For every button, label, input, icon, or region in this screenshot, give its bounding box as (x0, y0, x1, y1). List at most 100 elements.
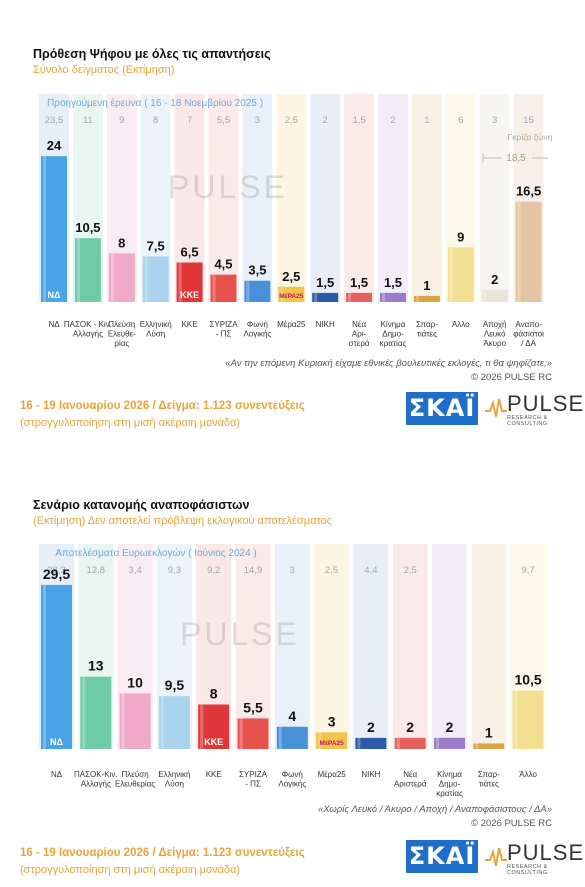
column-background (411, 94, 442, 302)
category-label: Ελευθερίας (115, 780, 155, 789)
category-label: Πλεύση (108, 320, 135, 329)
category-label: ΠΑΣΟΚ-Κιν. (74, 770, 118, 779)
bar-highlight (514, 690, 518, 749)
previous-value-label: 6 (458, 115, 463, 126)
category-label: Δημο- (439, 780, 461, 789)
category-label: Αρι- (352, 330, 367, 339)
category-label: / ΔΑ (521, 339, 536, 348)
chart-title: Σενάριο κατανομής αναποφάσιστων (33, 498, 250, 512)
column-background (276, 94, 307, 302)
bar-value-label: 13 (88, 658, 104, 674)
bar-6 (237, 718, 269, 749)
skai-logo: ΣΚΑΪ (406, 840, 478, 873)
previous-value-label: 4,4 (364, 565, 377, 576)
bar-value-label: 2 (406, 719, 414, 735)
pulse-watermark: PULSE (180, 616, 297, 652)
bar-14 (481, 289, 508, 302)
bar-13 (512, 690, 544, 749)
bar-highlight (449, 247, 453, 302)
bar-value-label: 3,5 (248, 263, 266, 278)
previous-value-label: 9 (119, 115, 124, 126)
previous-value-label: 2,5 (325, 565, 338, 576)
category-label: ΣΥΡΙΖΑ (209, 320, 238, 329)
bar-value-label: 6,5 (181, 245, 199, 260)
previous-value-label: 15 (523, 115, 534, 126)
bar-highlight (517, 201, 521, 302)
category-label: - ΠΣ (245, 780, 261, 789)
bar-value-label: 10,5 (75, 220, 100, 235)
pulse-logo-text: PULSE (507, 840, 585, 865)
bar-value-label: 4 (288, 708, 296, 724)
bar-value-label: 29,5 (43, 566, 70, 582)
category-label: φάσιστοι (513, 330, 544, 339)
category-label: Δημο- (382, 330, 404, 339)
footer-rounding-note: (στρογγυλοποίηση στη μισή ακέραιη μονάδα… (20, 864, 241, 876)
party-logo-text: ΝΔ (50, 737, 63, 747)
bar-highlight (160, 696, 164, 749)
bar-highlight (280, 286, 284, 302)
category-label: ΝΙΚΗ (316, 320, 335, 329)
category-label: ΠΑΣΟΚ - Κιν. (64, 320, 112, 329)
column-background (314, 544, 350, 749)
bar-value-label: 10,5 (514, 672, 541, 688)
bar-value-label: 4,5 (214, 257, 232, 272)
party-logo-text: ΜέΡΑ25 (279, 293, 304, 300)
bar-value-label: 2 (367, 719, 375, 735)
bar-highlight (212, 274, 216, 302)
skai-logo: ΣΚΑΪ (406, 392, 478, 425)
bar-highlight (239, 718, 243, 749)
category-label: Νέα (352, 320, 366, 329)
bar-value-label: 9 (457, 229, 464, 244)
grey-zone-value: 18,5 (506, 153, 526, 164)
bar-1 (41, 584, 72, 749)
bar-value-label: 1,5 (350, 275, 368, 290)
bar-highlight (357, 737, 361, 749)
bar-highlight (396, 737, 400, 749)
previous-value-label: 3,4 (128, 565, 141, 576)
bar-9 (355, 737, 387, 749)
bar-value-label: 24 (47, 138, 62, 153)
category-label: Άλλο (452, 320, 470, 329)
previous-value-label: 23,5 (45, 115, 64, 126)
bar-highlight (314, 292, 318, 302)
category-label: ΚΚΕ (182, 320, 198, 329)
bar-chart-undecided-scenario: Αποτελέσματα Ευρωεκλογών ( Ιούνιος 2024 … (39, 544, 546, 798)
category-label: Αποχή (483, 320, 507, 329)
category-label: Λογικής (243, 330, 271, 339)
bar-value-label: 1,5 (384, 275, 402, 290)
category-label: Άλλο (519, 770, 537, 779)
column-background (432, 544, 467, 749)
previous-value-label: 5,5 (217, 115, 230, 126)
pulse-logo: PULSE RESEARCH & CONSULTING (485, 840, 583, 876)
category-label: Ελευθε- (108, 330, 136, 339)
party-logo-text: ΚΚΕ (204, 737, 223, 747)
category-label: Λύση (165, 780, 184, 789)
category-label: στερά (349, 339, 370, 348)
category-label: Μέρα25 (317, 770, 346, 779)
bar-highlight (144, 256, 148, 302)
bar-highlight (483, 289, 487, 302)
bar-15 (515, 201, 542, 302)
bar-value-label: 9,5 (165, 677, 185, 693)
bar-6 (210, 274, 237, 302)
category-label: Νέα (403, 770, 417, 779)
chart-panel-vote-intention: Πρόθεση Ψήφου με όλες τις απαντήσεις Σύν… (0, 0, 585, 440)
bar-highlight (200, 704, 204, 749)
column-background (208, 94, 239, 302)
column-background (344, 94, 375, 302)
category-label: ΝΔ (48, 320, 60, 329)
previous-value-label: 2,5 (285, 115, 298, 126)
category-label: Φωνή (282, 770, 303, 779)
previous-value-label: 9,3 (168, 565, 181, 576)
pulse-logo-subtext: RESEARCH & CONSULTING (507, 415, 548, 427)
column-background (310, 94, 341, 302)
category-label: Αλλαγής (73, 330, 103, 339)
previous-value-label: 1,5 (352, 115, 365, 126)
pulse-logo-text: PULSE (507, 391, 585, 416)
previous-value-label: 8 (153, 115, 158, 126)
copyright-text: © 2026 PULSE RC (471, 818, 552, 829)
question-note: «Αν την επόμενη Κυριακή είχαμε εθνικές β… (225, 358, 552, 369)
bar-12 (473, 743, 505, 749)
category-label: Φωνή (247, 320, 268, 329)
previous-election-label: Αποτελέσματα Ευρωεκλογών ( Ιούνιος 2024 … (55, 547, 257, 559)
